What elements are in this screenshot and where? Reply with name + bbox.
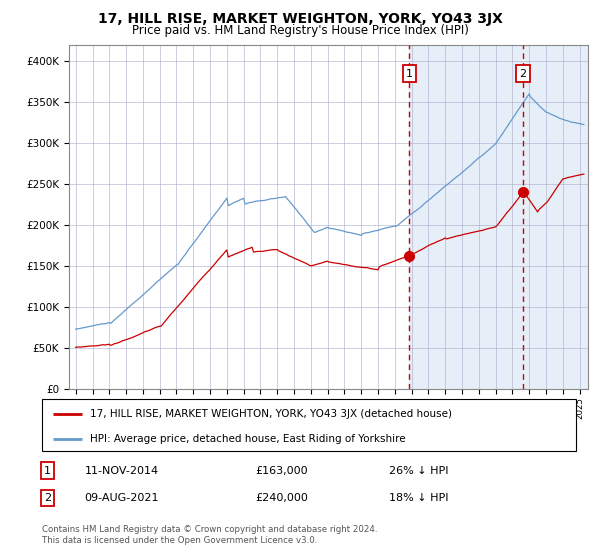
Text: 11-NOV-2014: 11-NOV-2014: [85, 465, 159, 475]
Text: £163,000: £163,000: [256, 465, 308, 475]
FancyBboxPatch shape: [42, 399, 576, 451]
Text: £240,000: £240,000: [256, 493, 308, 503]
Text: HPI: Average price, detached house, East Riding of Yorkshire: HPI: Average price, detached house, East…: [90, 435, 406, 445]
Text: 09-AUG-2021: 09-AUG-2021: [85, 493, 159, 503]
Text: 1: 1: [44, 465, 51, 475]
Text: 17, HILL RISE, MARKET WEIGHTON, YORK, YO43 3JX: 17, HILL RISE, MARKET WEIGHTON, YORK, YO…: [98, 12, 502, 26]
Text: 26% ↓ HPI: 26% ↓ HPI: [389, 465, 449, 475]
Text: 2: 2: [519, 68, 526, 78]
Text: 18% ↓ HPI: 18% ↓ HPI: [389, 493, 449, 503]
Text: 2: 2: [44, 493, 51, 503]
Text: 1: 1: [406, 68, 413, 78]
Text: 17, HILL RISE, MARKET WEIGHTON, YORK, YO43 3JX (detached house): 17, HILL RISE, MARKET WEIGHTON, YORK, YO…: [90, 409, 452, 419]
Text: Contains HM Land Registry data © Crown copyright and database right 2024.
This d: Contains HM Land Registry data © Crown c…: [42, 525, 377, 545]
Bar: [409, 45, 600, 389]
Text: Price paid vs. HM Land Registry's House Price Index (HPI): Price paid vs. HM Land Registry's House …: [131, 24, 469, 37]
